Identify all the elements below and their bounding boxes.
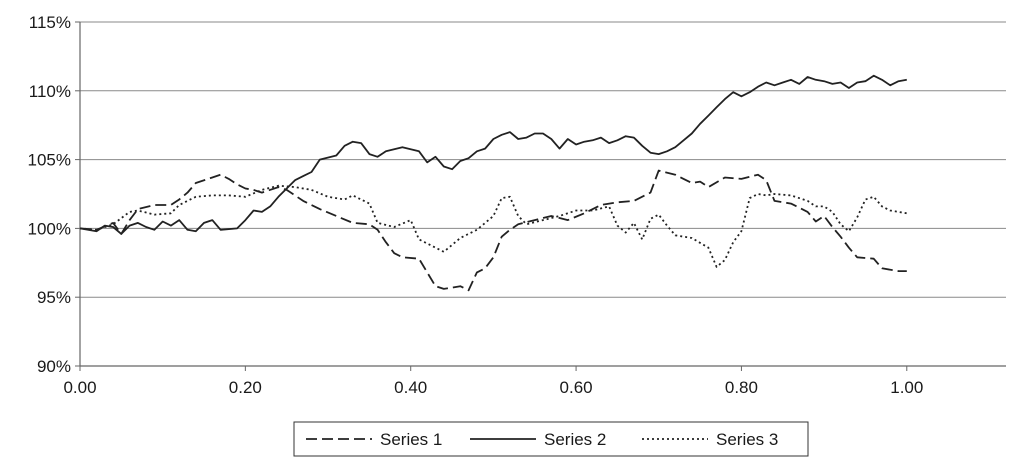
x-tick-label: 0.60 xyxy=(560,378,593,397)
y-tick-label: 115% xyxy=(29,13,71,32)
x-tick-label: 0.40 xyxy=(394,378,427,397)
y-tick-label: 90% xyxy=(37,357,71,376)
y-tick-label: 95% xyxy=(37,288,71,307)
legend-label-series-2: Series 2 xyxy=(544,430,606,449)
x-tick-label: 0.00 xyxy=(63,378,96,397)
x-tick-label: 0.20 xyxy=(229,378,262,397)
x-tick-labels: 0.00 0.20 0.40 0.60 0.80 1.00 xyxy=(63,366,923,397)
legend-label-series-1: Series 1 xyxy=(380,430,442,449)
x-tick-label: 1.00 xyxy=(890,378,923,397)
y-tick-labels: 90% 95% 100% 105% 110% 115% xyxy=(28,13,80,376)
gridlines xyxy=(80,21,1006,298)
legend-label-series-3: Series 3 xyxy=(716,430,778,449)
axes xyxy=(79,22,1006,367)
series-line-3 xyxy=(79,184,907,268)
y-tick-label: 100% xyxy=(28,219,71,238)
legend-box xyxy=(293,421,809,457)
series-line-2 xyxy=(79,74,907,235)
series-line-1 xyxy=(79,169,907,292)
y-tick-label: 105% xyxy=(28,151,71,170)
x-tick-label: 0.80 xyxy=(725,378,758,397)
legend: Series 1 Series 2 Series 3 xyxy=(293,421,809,457)
y-tick-label: 110% xyxy=(29,82,71,101)
series-lines xyxy=(79,74,907,292)
